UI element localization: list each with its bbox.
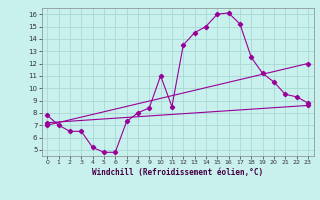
X-axis label: Windchill (Refroidissement éolien,°C): Windchill (Refroidissement éolien,°C) <box>92 168 263 177</box>
